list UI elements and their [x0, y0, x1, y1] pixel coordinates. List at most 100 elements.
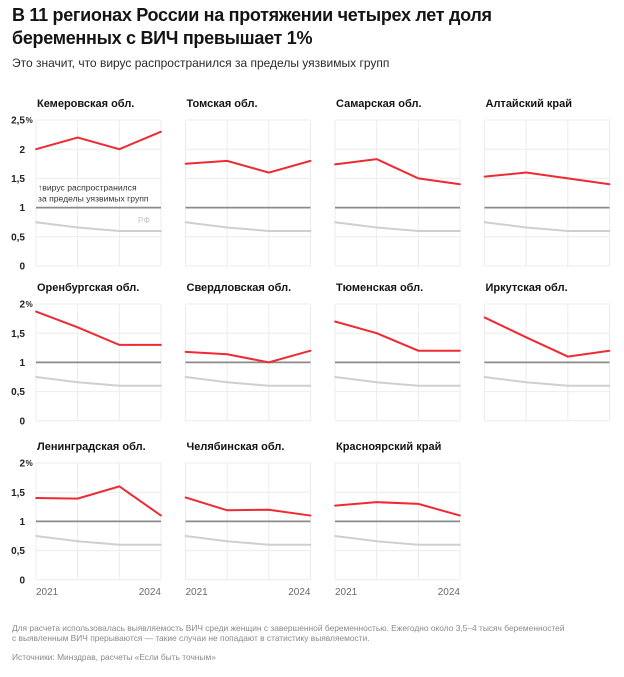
region-series-line — [35, 310, 161, 346]
russia-data-point — [160, 543, 162, 546]
panel-title: Тюменская обл. — [336, 282, 423, 294]
russia-data-point — [417, 384, 420, 387]
russia-series-line — [185, 376, 311, 387]
russia-data-point — [525, 226, 528, 229]
region-data-point — [184, 496, 187, 499]
region-data-point — [566, 177, 569, 180]
region-data-point — [525, 171, 528, 174]
x-tick-label: 2024 — [288, 587, 311, 598]
russia-data-point — [375, 226, 378, 229]
russia-data-point — [184, 221, 187, 224]
russia-data-point — [160, 230, 162, 232]
russia-data-point — [35, 221, 37, 224]
chart-panel: Алтайский край — [483, 98, 611, 267]
panel-title: Свердловская обл. — [187, 282, 292, 294]
region-data-point — [525, 336, 528, 339]
region-data-point — [309, 159, 312, 162]
russia-data-point — [608, 230, 611, 232]
russia-data-point — [160, 384, 162, 387]
russia-data-point — [76, 226, 79, 229]
russia-data-point — [267, 384, 270, 387]
region-data-point — [375, 501, 378, 504]
region-data-point — [566, 355, 569, 358]
russia-data-point — [334, 221, 336, 224]
russia-data-point — [226, 381, 229, 384]
region-data-point — [118, 485, 121, 488]
russia-data-point — [267, 543, 270, 546]
region-data-point — [375, 158, 378, 161]
page-title-line-2: беременных с ВИЧ превышает 1% — [12, 28, 313, 48]
y-tick-label: 0 — [19, 416, 25, 427]
chart-panel: Ленинградская обл. 0 0,5 1 1,5 2 % 2021 2024 — [11, 441, 162, 598]
region-data-point — [334, 504, 336, 507]
russia-data-point — [35, 535, 37, 537]
russia-data-point — [459, 230, 461, 232]
region-data-point — [267, 361, 270, 364]
region-data-point — [309, 349, 312, 352]
russia-series-line — [185, 535, 311, 546]
y-tick-label: 1,5 — [11, 329, 25, 340]
page-title-line-1: В 11 регионах России на протяжении четыр… — [12, 5, 492, 25]
y-tick-label: 2 — [19, 459, 25, 470]
footnote-line-2: с выявленным ВИЧ прерываются — такие слу… — [12, 632, 370, 643]
region-series-line — [334, 320, 460, 352]
russia-data-point — [375, 381, 378, 384]
russia-data-point — [267, 230, 270, 232]
panel-title: Иркутская обл. — [486, 282, 568, 294]
russia-data-point — [226, 226, 229, 229]
region-data-point — [334, 320, 336, 323]
x-tick-label: 2024 — [139, 587, 162, 598]
russia-series-line — [35, 535, 161, 546]
panel-title: Кемеровская обл. — [37, 98, 134, 110]
russia-data-point — [118, 543, 121, 546]
x-tick-label: 2021 — [186, 587, 209, 598]
region-data-point — [35, 497, 37, 499]
chart-panel: Кемеровская обл. 0 0,5 1 1,5 2 2,5 % ↑вирус расп… — [11, 98, 162, 273]
region-series-line — [35, 485, 162, 517]
russia-data-point — [375, 540, 378, 543]
threshold-annotation: ↑вирус распространился — [38, 183, 137, 193]
y-tick-label: 0,5 — [11, 232, 25, 243]
region-series-line — [185, 496, 311, 517]
russia-data-point — [226, 540, 229, 543]
region-data-point — [160, 343, 162, 346]
region-data-point — [118, 343, 121, 346]
russia-series-line — [484, 376, 610, 387]
y-tick-label: 2 — [19, 300, 25, 311]
y-tick-label: 1,5 — [11, 174, 25, 185]
y-unit-label: % — [26, 300, 33, 309]
grid — [484, 119, 610, 267]
region-series-line — [334, 501, 461, 517]
russia-data-point — [334, 535, 336, 537]
region-data-point — [76, 497, 79, 500]
russia-data-point — [118, 384, 121, 387]
chart-panel: Тюменская обл. — [334, 282, 461, 422]
russia-data-point — [184, 535, 187, 537]
russia-data-point — [309, 543, 312, 546]
panel-title: Оренбургская обл. — [37, 282, 139, 294]
region-data-point — [608, 349, 611, 352]
grid — [185, 119, 311, 267]
region-data-point — [226, 509, 229, 512]
y-tick-label: 1 — [19, 203, 25, 214]
russia-data-point — [35, 376, 37, 378]
y-tick-label: 0 — [19, 262, 25, 273]
region-data-point — [35, 148, 37, 151]
region-data-point — [483, 175, 486, 178]
footnote-line-1: Для расчета использовалась выявляемость … — [12, 623, 565, 633]
y-tick-label: 1,5 — [11, 488, 25, 499]
russia-data-point — [483, 221, 486, 224]
region-data-point — [118, 148, 121, 151]
region-data-point — [160, 130, 162, 133]
russia-data-point — [608, 384, 611, 387]
chart-panel: Самарская обл. — [334, 98, 461, 267]
region-data-point — [76, 136, 79, 139]
grid — [185, 303, 311, 422]
y-unit-label: % — [26, 459, 33, 468]
russia-data-point — [76, 540, 79, 543]
russia-series-line — [334, 376, 460, 387]
region-data-point — [459, 349, 461, 352]
panel-title: Томская обл. — [187, 98, 258, 110]
panel-title: Красноярский край — [336, 441, 441, 453]
